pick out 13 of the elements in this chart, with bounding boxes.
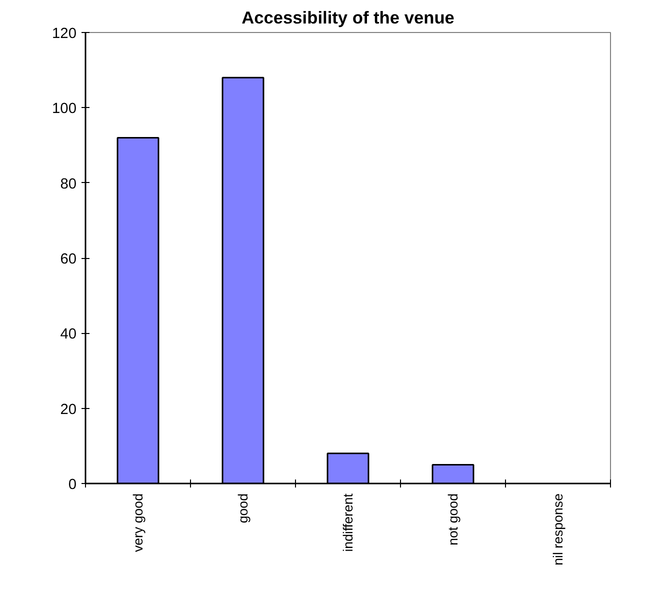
x-tick-label: good xyxy=(236,493,250,524)
x-tick-label: very good xyxy=(130,493,146,552)
y-tick-label: 120 xyxy=(52,26,77,42)
x-tick-label: indifferent xyxy=(340,493,356,552)
x-tick-label: not good xyxy=(446,493,460,546)
y-tick-label: 80 xyxy=(60,176,77,192)
y-tick-label: 0 xyxy=(68,477,77,493)
chart-title: Accessibility of the venue xyxy=(242,8,455,28)
y-tick-label: 60 xyxy=(60,252,77,268)
y-tick-label: 40 xyxy=(60,326,77,343)
y-tick-label: 100 xyxy=(52,101,77,118)
x-tick-label: nil response xyxy=(550,493,566,566)
y-tick-label: 20 xyxy=(60,402,77,418)
